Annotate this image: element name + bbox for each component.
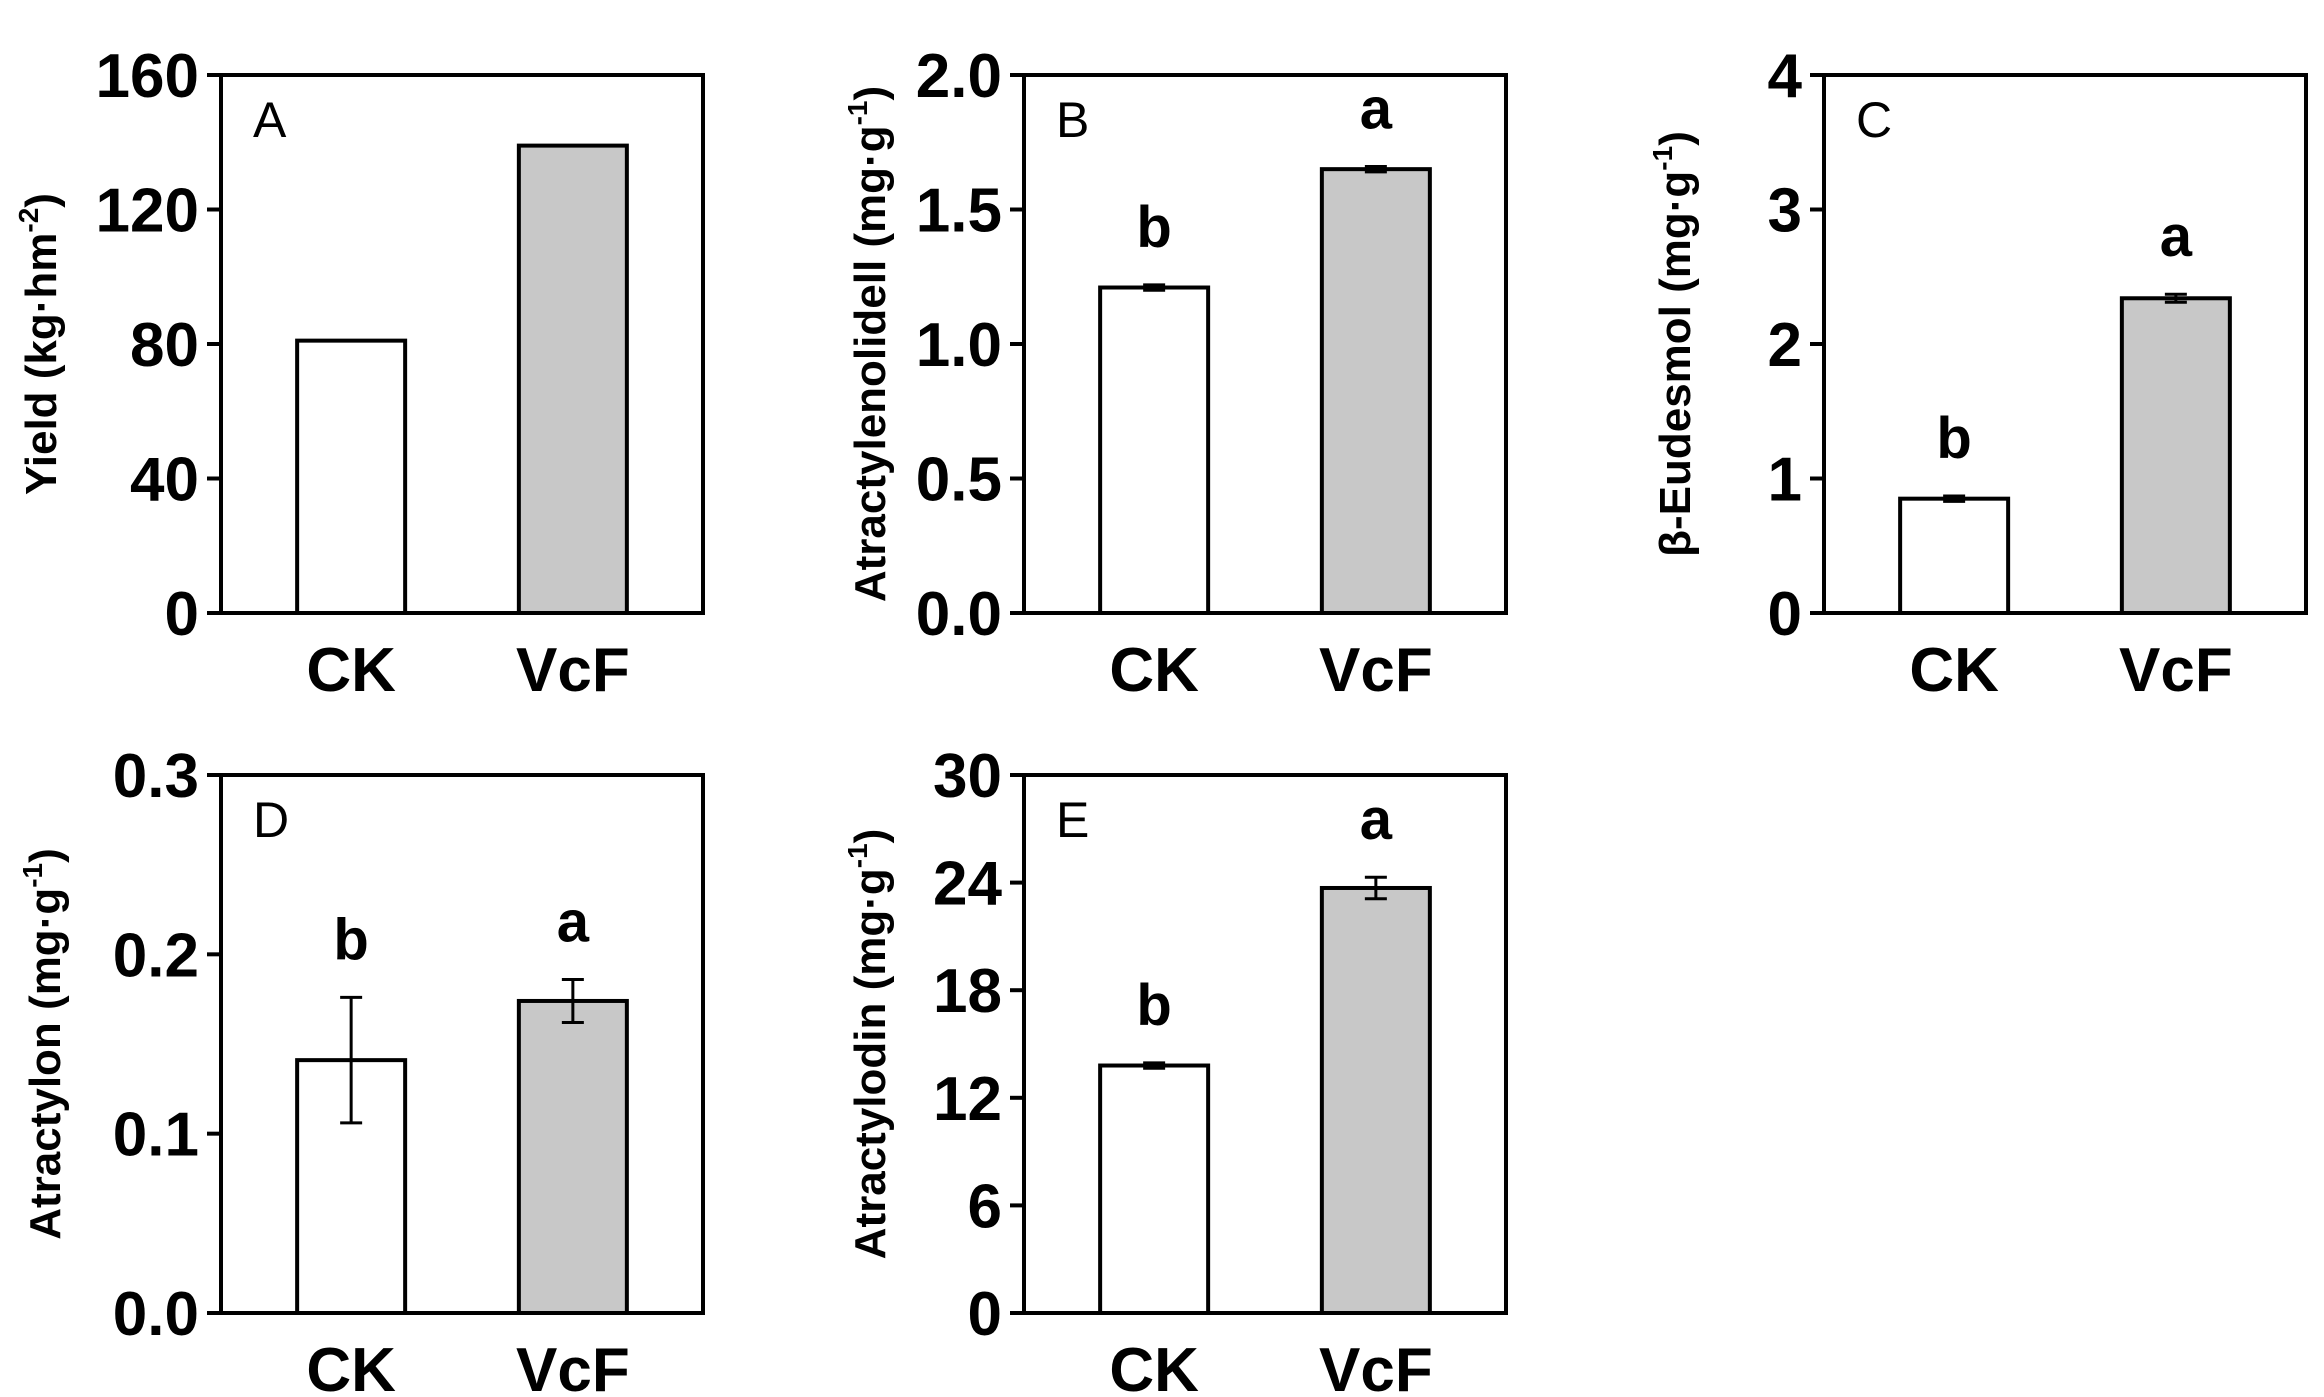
bar-ck [1098, 285, 1211, 615]
x-category-label: VcF [2119, 636, 2233, 705]
y-tick-label: 0 [165, 580, 199, 649]
panel-d: 0.0 0.1 0.2 0.3 b CK a VcF D Atractylon (mg·g-1) [17, 742, 705, 1397]
y-tick-label: 6 [968, 1172, 1002, 1241]
panel-label: A [253, 92, 287, 148]
y-axis-title-main: Yield (kg·hm [17, 233, 66, 495]
x-category-label: VcF [516, 1336, 630, 1397]
bar-vcf [1319, 885, 1432, 1315]
bar-ck [1098, 1063, 1211, 1316]
y-tick-label: 3 [1768, 177, 1802, 246]
y-tick-label: 0.0 [113, 1280, 199, 1349]
bar-vcf [516, 143, 629, 616]
significance-letter: a [2160, 204, 2193, 269]
y-axis-title: β-Eudesmol (mg·g-1) [1647, 131, 1700, 557]
x-category-label: VcF [1319, 636, 1433, 705]
y-axis-title-main: Atractylenolidell (mg·g [846, 125, 895, 602]
bar-ck [1898, 496, 2011, 615]
x-category-label: VcF [1319, 1336, 1433, 1397]
y-tick-label: 1 [1768, 446, 1802, 515]
panel-b: 0.0 0.5 1.0 1.5 2.0 b CK a VcF B Atractylenolidell… [842, 42, 1508, 705]
significance-letter: b [333, 907, 368, 972]
y-axis-title-superscript: -2 [13, 208, 44, 233]
y-tick-label: 0.0 [916, 580, 1002, 649]
y-axis-title-superscript: -1 [842, 101, 873, 126]
y-tick-label: 1.0 [916, 311, 1002, 380]
y-tick-label: 0 [1768, 580, 1802, 649]
panel-label: C [1856, 92, 1892, 148]
panel-label: E [1056, 792, 1089, 848]
y-axis-title-end: ) [17, 193, 66, 208]
y-tick-label: 0.1 [113, 1101, 199, 1170]
bar-vcf [1319, 167, 1432, 615]
y-tick-label: 160 [96, 42, 199, 111]
panel-label: D [253, 792, 289, 848]
plot-frame [1022, 773, 1508, 1315]
y-tick-label: 18 [933, 957, 1002, 1026]
y-axis-title: Atractylenolidell (mg·g-1) [842, 86, 895, 602]
x-category-label: CK [1109, 636, 1199, 705]
significance-letter: b [1936, 406, 1971, 471]
y-tick-label: 2.0 [916, 42, 1002, 111]
significance-letter: a [1360, 76, 1393, 141]
x-category-label: CK [306, 636, 396, 705]
significance-letter: a [557, 889, 590, 954]
bar-vcf [2119, 296, 2232, 615]
y-tick-label: 0.3 [113, 742, 199, 811]
x-category-label: CK [306, 1336, 396, 1397]
y-tick-label: 0.5 [916, 446, 1002, 515]
y-tick-label: 120 [96, 177, 199, 246]
y-axis-title-superscript: -1 [1647, 146, 1678, 171]
y-axis-title-end: ) [21, 848, 70, 863]
x-category-label: VcF [516, 636, 630, 705]
significance-letter: b [1136, 973, 1171, 1038]
plot-frame [219, 773, 705, 1315]
y-tick-label: 80 [130, 311, 199, 380]
y-axis-title-superscript: -1 [842, 843, 873, 868]
y-axis-title-superscript: -1 [17, 863, 48, 888]
y-tick-label: 1.5 [916, 177, 1002, 246]
y-tick-label: 40 [130, 446, 199, 515]
plot-frame [1822, 73, 2308, 615]
y-tick-label: 30 [933, 742, 1002, 811]
y-axis-title-end: ) [1651, 131, 1700, 146]
y-axis-title-end: ) [846, 86, 895, 101]
y-tick-label: 12 [933, 1065, 1002, 1134]
y-axis-title: Atractylodin (mg·g-1) [842, 829, 895, 1260]
y-axis-title-main: Atractylon (mg·g [21, 888, 70, 1240]
y-tick-label: 4 [1768, 42, 1803, 111]
y-axis-title: Yield (kg·hm-2) [13, 193, 66, 495]
y-axis-title-main: β-Eudesmol (mg·g [1651, 171, 1700, 557]
significance-letter: b [1136, 195, 1171, 260]
y-tick-label: 0 [968, 1280, 1002, 1349]
y-tick-label: 2 [1768, 311, 1802, 380]
bar-vcf [516, 998, 629, 1316]
y-tick-label: 0.2 [113, 921, 199, 990]
panel-c: 0 1 2 3 4 b CK a VcF Cβ-Eudesmol (mg·g-1) [1647, 42, 2308, 705]
plot-frame [219, 73, 705, 615]
panel-label: B [1056, 92, 1089, 148]
significance-letter: a [1360, 787, 1393, 852]
y-axis-title: Atractylon (mg·g-1) [17, 848, 70, 1240]
x-category-label: CK [1909, 636, 1999, 705]
bar-ck [295, 338, 408, 615]
panel-e: 0 6 12 18 24 30 b CK a VcF E Atractylodin (mg·g-1) [842, 742, 1508, 1397]
plot-frame [1022, 73, 1508, 615]
x-category-label: CK [1109, 1336, 1199, 1397]
y-axis-title-end: ) [846, 829, 895, 844]
y-tick-label: 24 [933, 850, 1002, 919]
y-axis-title-main: Atractylodin (mg·g [846, 868, 895, 1259]
panel-a: 0 40 80 120 160 CK VcF A Yield (kg·hm-2) [13, 42, 705, 705]
